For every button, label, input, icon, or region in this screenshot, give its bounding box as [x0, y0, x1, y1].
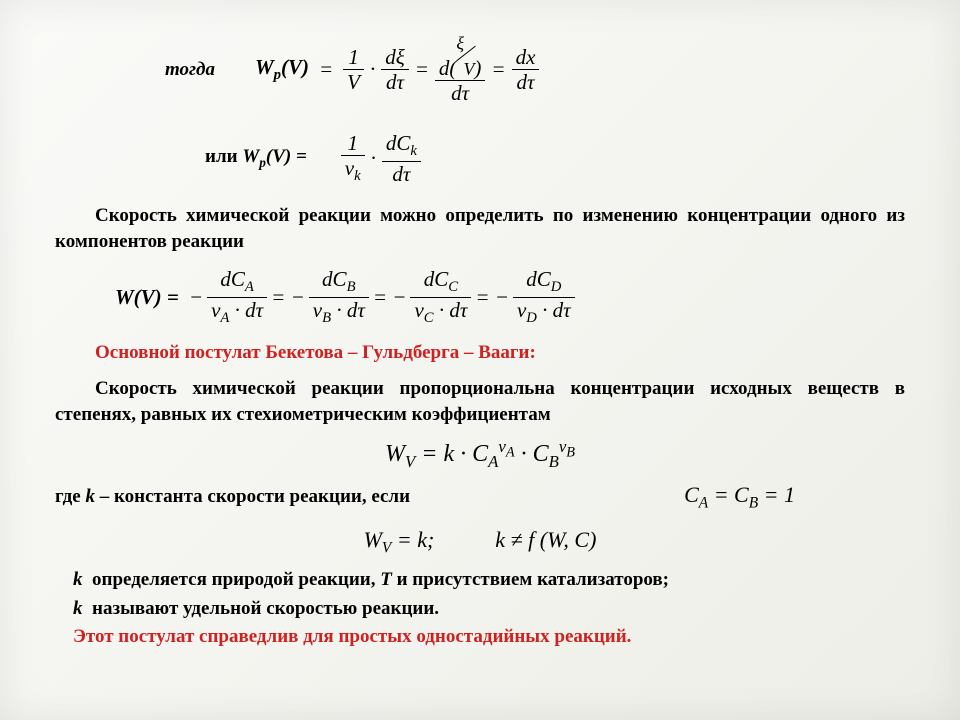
- equation-row-5: WV = k; k ≠ f (W, C): [55, 527, 905, 557]
- eq3-body: − dCAνA · dτ = − dCBνB · dτ = − dCCνC · …: [189, 268, 575, 326]
- postulate-title: Основной постулат Бекетова – Гульдберга …: [55, 340, 905, 366]
- eq2-body: 1νk · dCkdτ: [341, 132, 421, 185]
- note-k-3: Этот постулат справедлив для простых одн…: [73, 624, 905, 650]
- lhs-3: W(V) =: [115, 285, 179, 310]
- paragraph-definition: Скорость химической реакции можно опреде…: [55, 203, 905, 254]
- where-k-row: где k – константа скорости реакции, если…: [55, 482, 905, 512]
- lhs-1: Wp(V): [255, 55, 309, 84]
- note-k-2: k называют удельной скоростью реакции.: [73, 596, 905, 622]
- label-then: тогда: [165, 59, 215, 81]
- label-or: или Wp(V) =: [205, 146, 307, 171]
- where-k-label: где k – константа скорости реакции, если: [55, 484, 410, 510]
- equation-row-3: W(V) = − dCAνA · dτ = − dCBνB · dτ = − d…: [115, 268, 905, 326]
- eq1-body: 1V · dξdτ = d(ξV) dτ = dxdτ: [343, 35, 539, 104]
- eq-ca-cb: CA = CB = 1: [684, 482, 795, 512]
- note-k-1: k определяется природой реакции, T и при…: [73, 567, 905, 593]
- eq-sign: =: [319, 57, 333, 82]
- postulate-body: Скорость химической реакции пропорционал…: [55, 376, 905, 427]
- equation-row-1: тогда Wp(V) = 1V · dξdτ = d(ξV) dτ = dxd…: [165, 35, 905, 104]
- equation-row-2: или Wp(V) = 1νk · dCkdτ: [205, 132, 905, 185]
- equation-row-4: WV = k · CAνA · CBνB: [55, 437, 905, 472]
